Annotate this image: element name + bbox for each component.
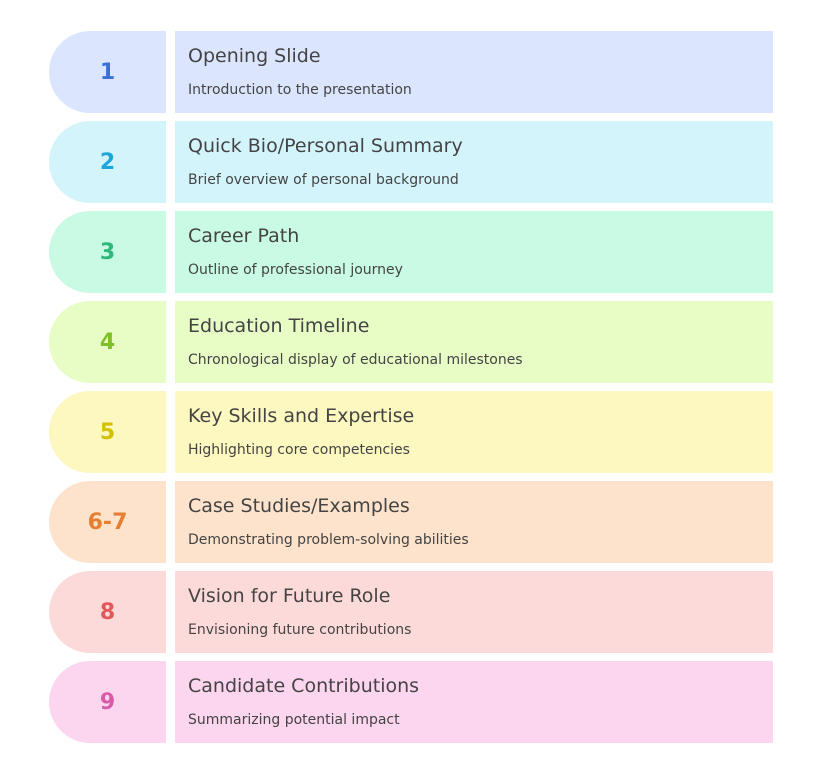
agenda-item: 1 Opening Slide Introduction to the presen… [49, 31, 773, 113]
step-description: Demonstrating problem-solving abilities [188, 532, 469, 548]
step-description: Highlighting core competencies [188, 442, 410, 458]
step-box: Opening Slide Introduction to the present… [175, 31, 773, 113]
step-number: 5 [49, 391, 166, 473]
step-box: Education Timeline Chronological display … [175, 301, 773, 383]
step-title: Career Path [188, 225, 300, 247]
step-box: Case Studies/Examples Demonstrating probl… [175, 481, 773, 563]
agenda-item: 6-7 Case Studies/Examples Demonstrating pr… [49, 481, 773, 563]
agenda-item: 8 Vision for Future Role Envisioning futur… [49, 571, 773, 653]
step-number: 9 [49, 661, 166, 743]
step-box: Vision for Future Role Envisioning future… [175, 571, 773, 653]
step-description: Chronological display of educational mil… [188, 352, 523, 368]
step-box: Candidate Contributions Summarizing poten… [175, 661, 773, 743]
step-title: Case Studies/Examples [188, 495, 410, 517]
agenda-item: 5 Key Skills and Expertise Highlighting co… [49, 391, 773, 473]
step-title: Key Skills and Expertise [188, 405, 415, 427]
agenda-item: 2 Quick Bio/Personal Summary Brief overvie… [49, 121, 773, 203]
step-number: 6-7 [49, 481, 166, 563]
step-title: Education Timeline [188, 315, 370, 337]
step-description: Outline of professional journey [188, 262, 403, 278]
step-title: Candidate Contributions [188, 675, 420, 697]
step-number: 4 [49, 301, 166, 383]
agenda-item: 3 Career Path Outline of professional jour… [49, 211, 773, 293]
agenda-item: 9 Candidate Contributions Summarizing pote… [49, 661, 773, 743]
step-number: 3 [49, 211, 166, 293]
step-box: Key Skills and Expertise Highlighting cor… [175, 391, 773, 473]
step-title: Vision for Future Role [188, 585, 391, 607]
step-number: 1 [49, 31, 166, 113]
step-number: 8 [49, 571, 166, 653]
agenda-item: 4 Education Timeline Chronological display… [49, 301, 773, 383]
step-number: 2 [49, 121, 166, 203]
step-title: Quick Bio/Personal Summary [188, 135, 463, 157]
step-title: Opening Slide [188, 45, 321, 67]
step-box: Career Path Outline of professional journ… [175, 211, 773, 293]
step-description: Envisioning future contributions [188, 622, 412, 638]
step-box: Quick Bio/Personal Summary Brief overview… [175, 121, 773, 203]
step-description: Brief overview of personal background [188, 172, 459, 188]
step-description: Summarizing potential impact [188, 712, 400, 728]
step-description: Introduction to the presentation [188, 82, 412, 98]
